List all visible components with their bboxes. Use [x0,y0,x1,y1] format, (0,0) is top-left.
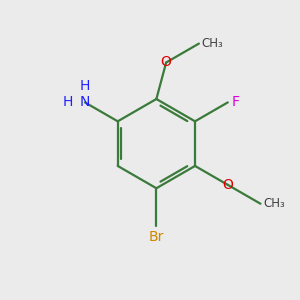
Text: N: N [80,95,90,110]
Text: Br: Br [149,230,164,244]
Text: O: O [161,56,172,70]
Text: H: H [63,95,74,110]
Text: O: O [222,178,233,192]
Text: CH₃: CH₃ [263,197,285,210]
Text: CH₃: CH₃ [202,37,223,50]
Text: F: F [232,95,240,110]
Text: H: H [80,79,90,93]
